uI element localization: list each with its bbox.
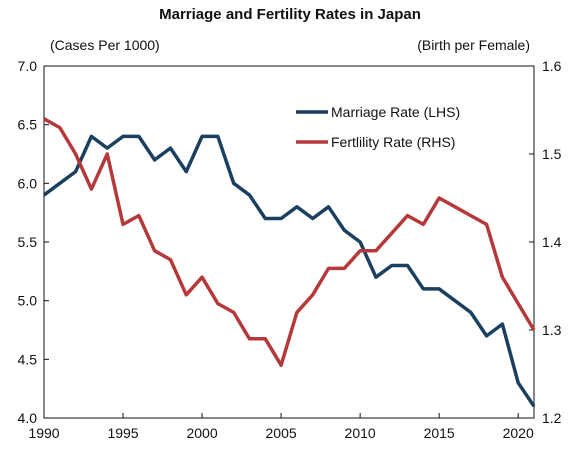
legend-label: Fertlility Rate (RHS): [331, 134, 455, 150]
legend-label: Marriage Rate (LHS): [331, 104, 460, 120]
right-tick-label: 1.5: [542, 146, 562, 162]
x-tick-label: 1990: [28, 425, 59, 441]
left-tick-label: 5.5: [18, 234, 38, 250]
x-tick-label: 2005: [266, 425, 297, 441]
right-tick-label: 1.4: [542, 234, 562, 250]
plot-frame: [43, 65, 535, 419]
series-line-fertility-rate: [43, 117, 536, 367]
left-tick-label: 7.0: [18, 58, 38, 74]
left-tick-label: 5.0: [18, 293, 38, 309]
x-tick-label: 1995: [107, 425, 138, 441]
right-tick-label: 1.2: [542, 410, 562, 426]
left-axis-unit-label: (Cases Per 1000): [50, 37, 160, 53]
x-tick-label: 2015: [424, 425, 455, 441]
left-tick-label: 4.5: [18, 351, 38, 367]
x-tick-label: 2010: [345, 425, 376, 441]
right-tick-label: 1.6: [542, 58, 562, 74]
series-line-marriage-rate: [42, 134, 536, 408]
right-tick-label: 1.3: [542, 322, 562, 338]
left-tick-label: 4.0: [18, 410, 38, 426]
x-tick-label: 2000: [186, 425, 217, 441]
right-axis-unit-label: (Birth per Female): [417, 37, 530, 53]
left-tick-label: 6.5: [18, 117, 38, 133]
left-tick-label: 6.0: [18, 175, 38, 191]
chart-title: Marriage and Fertility Rates in Japan: [159, 6, 421, 23]
x-tick-label: 2020: [503, 425, 534, 441]
